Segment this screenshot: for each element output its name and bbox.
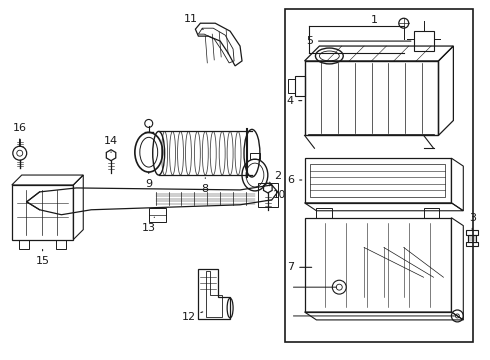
Text: 2: 2 [270,171,281,186]
Text: 16: 16 [13,123,27,145]
Text: 8: 8 [202,178,209,194]
Bar [285,9,473,342]
Text: 4: 4 [286,96,302,105]
Text: 12: 12 [181,312,203,322]
Text: 7: 7 [287,262,312,272]
Text: 15: 15 [36,249,49,266]
Text: 3: 3 [469,213,476,230]
Text: 5: 5 [306,36,411,46]
Text: 1: 1 [370,15,377,25]
Text: 11: 11 [183,14,203,30]
Text: 14: 14 [104,136,118,152]
Text: 10: 10 [270,182,286,200]
Text: 6: 6 [287,175,302,185]
Text: 13: 13 [142,217,156,233]
Text: 9: 9 [145,172,152,189]
